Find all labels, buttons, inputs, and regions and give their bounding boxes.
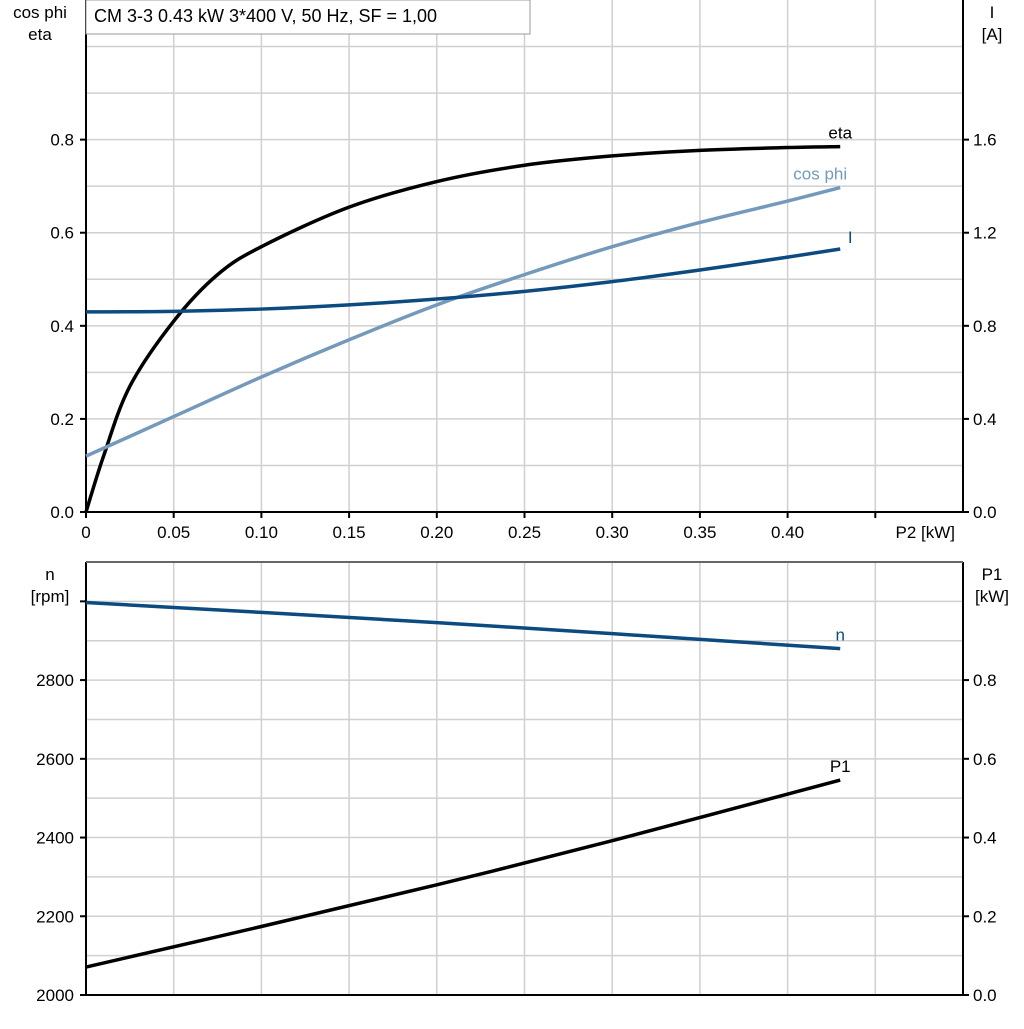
y-tick-label-left: 2600	[36, 750, 74, 769]
x-tick-label: 0.15	[333, 523, 366, 542]
curve-eta	[84, 144, 841, 513]
x-axis-label: P2 [kW]	[895, 523, 955, 542]
series-label-eta: eta	[828, 124, 852, 143]
y-axis-label-right: I	[990, 3, 995, 22]
title-box	[85, 0, 531, 35]
series-label-n: n	[835, 626, 844, 645]
y-tick-label-right: 0.0	[973, 986, 997, 1005]
y-tick-label-right: 1.2	[973, 224, 997, 243]
y-axis-label-right: P1	[982, 565, 1003, 584]
y-tick-label-left: 0.4	[50, 317, 74, 336]
x-tick-label: 0.10	[245, 523, 278, 542]
x-tick-label: 0.05	[157, 523, 190, 542]
x-tick-label: 0.30	[596, 523, 629, 542]
x-tick-label: 0	[81, 523, 90, 542]
y-tick-label-left: 0.2	[50, 410, 74, 429]
y-tick-label-left: 2200	[36, 907, 74, 926]
x-tick-label: 0.20	[420, 523, 453, 542]
x-tick-label: 0.40	[771, 523, 804, 542]
curve-cos-phi	[85, 185, 841, 458]
y-tick-label-right: 0.4	[973, 410, 997, 429]
y-tick-label-left: 2000	[36, 986, 74, 1005]
chart-title: CM 3-3 0.43 kW 3*400 V, 50 Hz, SF = 1,00	[94, 6, 437, 26]
y-tick-label-right: 0.8	[973, 671, 997, 690]
y-tick-label-left: 2400	[36, 829, 74, 848]
curve-n	[85, 600, 841, 651]
curve-i	[85, 247, 841, 314]
y-axis-label-left: eta	[28, 25, 52, 44]
y-tick-label-right: 0.0	[973, 503, 997, 522]
curve-p1	[85, 778, 841, 969]
x-tick-label: 0.25	[508, 523, 541, 542]
y-axis-label-right: [A]	[982, 25, 1003, 44]
y-axis-label-left: cos phi	[13, 3, 67, 22]
series-label-cos-phi: cos phi	[793, 165, 847, 184]
series-label-i: I	[848, 228, 853, 247]
y-tick-label-right: 0.6	[973, 750, 997, 769]
y-tick-label-right: 0.2	[973, 907, 997, 926]
y-tick-label-left: 0.8	[50, 131, 74, 150]
y-tick-label-right: 1.6	[973, 131, 997, 150]
y-axis-label-left: [rpm]	[31, 587, 70, 606]
x-tick-label: 0.35	[683, 523, 716, 542]
y-tick-label-left: 2800	[36, 671, 74, 690]
y-axis-label-right: [kW]	[975, 587, 1009, 606]
y-tick-label-left: 0.6	[50, 224, 74, 243]
y-tick-label-right: 0.4	[973, 829, 997, 848]
series-label-p1: P1	[830, 757, 851, 776]
y-axis-label-left: n	[45, 565, 54, 584]
y-tick-label-right: 0.8	[973, 317, 997, 336]
y-tick-label-left: 0.0	[50, 503, 74, 522]
